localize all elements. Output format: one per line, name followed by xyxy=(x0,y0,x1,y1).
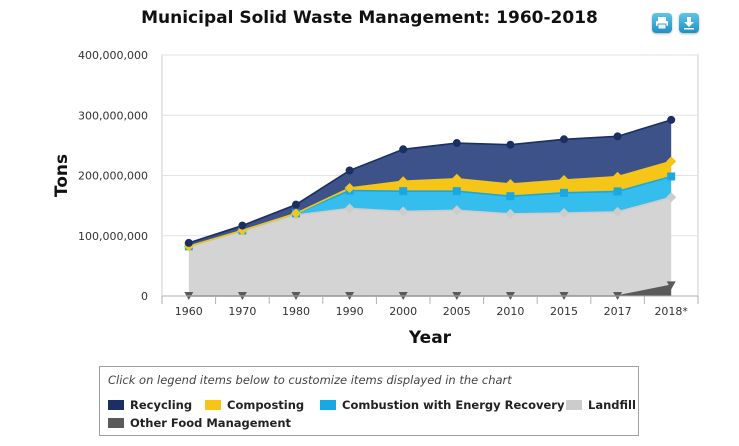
point-landfill xyxy=(344,203,355,214)
point-recycling xyxy=(184,238,193,247)
point-composting xyxy=(291,208,301,219)
y-tick-label: 300,000,000 xyxy=(78,109,148,122)
point-composting xyxy=(666,156,677,167)
line-landfill xyxy=(188,196,672,248)
point-composting xyxy=(344,182,355,193)
point-other-food-management xyxy=(666,281,676,290)
point-recycling xyxy=(667,115,676,124)
y-tick-label: 100,000,000 xyxy=(78,230,148,243)
legend-label-other-food-management: Other Food Management xyxy=(130,416,292,430)
legend-swatch-combustion xyxy=(320,400,336,410)
download-button[interactable] xyxy=(679,13,699,33)
area-composting xyxy=(188,161,672,247)
point-combustion-with-energy-recovery xyxy=(452,187,461,196)
point-landfill xyxy=(451,205,462,216)
legend: Click on legend items below to customize… xyxy=(99,366,639,436)
point-landfill xyxy=(612,206,623,217)
point-recycling xyxy=(292,200,300,209)
point-landfill xyxy=(398,206,409,217)
legend-label-landfill: Landfill xyxy=(588,398,636,412)
download-icon xyxy=(684,17,694,30)
line-composting xyxy=(188,160,672,248)
point-composting xyxy=(398,176,409,187)
point-recycling xyxy=(452,139,461,148)
point-combustion-with-energy-recovery xyxy=(667,172,676,181)
print-button[interactable] xyxy=(652,13,672,33)
point-composting xyxy=(451,173,462,184)
legend-swatch-recycling xyxy=(108,400,124,410)
point-landfill xyxy=(559,208,569,219)
legend-swatch-other-food-management xyxy=(108,418,124,428)
point-composting xyxy=(612,171,623,182)
point-combustion-with-energy-recovery xyxy=(506,192,515,201)
x-tick-label: 2005 xyxy=(443,305,471,318)
legend-label-composting: Composting xyxy=(227,398,305,412)
point-composting xyxy=(505,179,516,190)
area-recycling xyxy=(188,119,672,247)
print-icon xyxy=(656,17,668,30)
area-landfill xyxy=(188,197,672,296)
chart-area: 0 100,000,000 200,000,000 300,000,000 400,00… xyxy=(52,49,699,348)
legend-item-recycling[interactable]: Recycling xyxy=(108,398,192,412)
point-recycling xyxy=(613,132,622,141)
point-recycling xyxy=(238,221,247,230)
x-tick-label: 1990 xyxy=(336,305,364,318)
x-tick-label: 1970 xyxy=(228,305,256,318)
y-tick-label: 0 xyxy=(141,290,148,303)
x-tick-label: 2010 xyxy=(496,305,524,318)
legend-label-recycling: Recycling xyxy=(130,398,193,412)
legend-label-combustion: Combustion with Energy Recovery xyxy=(342,398,565,412)
point-recycling xyxy=(345,166,354,175)
point-recycling xyxy=(560,135,568,144)
legend-swatch-composting xyxy=(205,400,221,410)
x-tick-label: 2000 xyxy=(389,305,417,318)
legend-swatch-landfill xyxy=(566,400,582,410)
legend-item-composting[interactable]: Composting xyxy=(205,398,304,412)
legend-hint: Click on legend items below to customize… xyxy=(108,373,512,387)
y-tick-label: 400,000,000 xyxy=(78,49,148,62)
point-landfill xyxy=(505,208,516,219)
y-tick-label: 200,000,000 xyxy=(78,170,148,183)
legend-item-other-food-management[interactable]: Other Food Management xyxy=(108,416,291,430)
point-composting xyxy=(559,175,569,186)
point-landfill xyxy=(666,192,677,203)
x-tick-label: 2018* xyxy=(654,305,688,318)
legend-item-combustion[interactable]: Combustion with Energy Recovery xyxy=(320,398,564,412)
y-axis-label: Tons xyxy=(52,154,72,197)
point-combustion-with-energy-recovery xyxy=(560,188,568,197)
point-recycling xyxy=(506,140,515,149)
line-recycling xyxy=(188,119,672,244)
point-combustion-with-energy-recovery xyxy=(613,187,622,196)
x-tick-label: 1980 xyxy=(282,305,310,318)
x-tick-label: 1960 xyxy=(175,305,203,318)
chart-title: Municipal Solid Waste Management: 1960-2… xyxy=(141,8,598,28)
x-tick-label: 2015 xyxy=(550,305,578,318)
point-recycling xyxy=(399,145,408,154)
point-combustion-with-energy-recovery xyxy=(399,187,408,196)
x-axis-label: Year xyxy=(408,328,452,348)
x-tick-label: 2017 xyxy=(604,305,632,318)
legend-item-landfill[interactable]: Landfill xyxy=(566,398,636,412)
